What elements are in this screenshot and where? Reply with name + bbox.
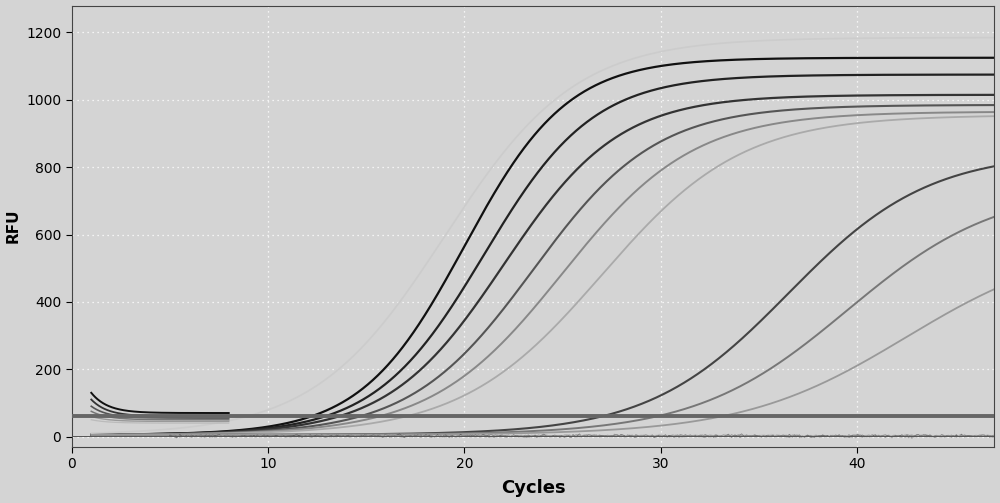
X-axis label: Cycles: Cycles: [501, 479, 565, 497]
Y-axis label: RFU: RFU: [6, 209, 21, 243]
